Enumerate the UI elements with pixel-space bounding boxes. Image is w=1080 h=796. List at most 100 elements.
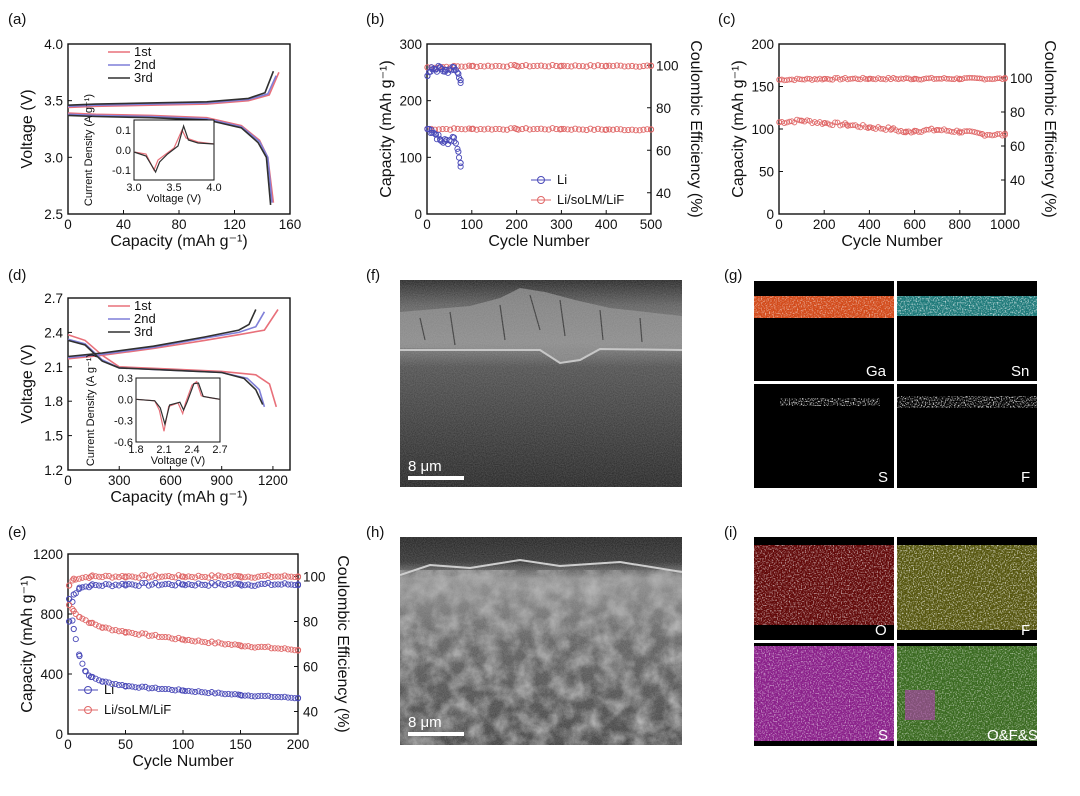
li-capacity-marker — [79, 660, 86, 667]
series-3rd-discharge — [67, 339, 264, 405]
lif-ce-marker — [119, 572, 126, 580]
li-ce-marker — [255, 581, 262, 588]
lif-ce-marker — [155, 574, 162, 581]
lif-capacity-marker — [632, 127, 639, 134]
lif-capacity-marker — [251, 644, 258, 651]
capacity-marker — [971, 129, 978, 135]
panel-label-b: (b) — [366, 11, 384, 28]
li-ce-marker — [129, 581, 136, 588]
capacity-marker-datapoint — [866, 124, 873, 131]
ce-marker — [860, 74, 866, 81]
lif-ce-marker — [139, 572, 146, 579]
li-capacity-marker — [265, 692, 272, 699]
lif-capacity-marker — [218, 640, 225, 647]
lif-capacity-marker-datapoint — [294, 646, 302, 654]
inset-y-tick-label: -0.1 — [112, 165, 131, 177]
lif-capacity-marker — [485, 125, 492, 132]
li-ce-marker — [195, 580, 202, 587]
inset-y-tick-label: -0.3 — [114, 416, 133, 428]
lif-ce-marker — [271, 573, 278, 580]
li-capacity-marker-datapoint — [424, 125, 431, 133]
ce-marker-datapoint — [956, 75, 963, 82]
y-tick-label: 3.0 — [44, 150, 63, 165]
li-capacity-marker — [275, 693, 282, 701]
lif-ce-marker — [492, 62, 499, 69]
y2-axis-label: Coulombic Efficiency (%) — [1041, 40, 1058, 218]
lif-ce-marker — [560, 62, 567, 69]
li-ce-marker — [192, 582, 199, 589]
lif-capacity-marker — [152, 631, 159, 638]
li-capacity-marker — [271, 693, 278, 700]
x-tick-label: 200 — [287, 737, 310, 752]
plot-frame — [67, 297, 291, 471]
lif-ce-marker — [610, 63, 617, 70]
li-capacity-marker-datapoint — [66, 595, 73, 603]
ce-marker — [855, 76, 861, 83]
li-ce-marker — [115, 582, 122, 589]
li-capacity-marker — [284, 694, 292, 701]
lif-ce-marker — [188, 573, 195, 581]
legend-label: 3rd — [134, 324, 153, 339]
lif-capacity-marker — [481, 126, 488, 133]
li-capacity-marker — [225, 690, 232, 697]
li-capacity-marker — [119, 682, 126, 689]
li-capacity-marker — [152, 684, 159, 691]
x-tick-label: 400 — [858, 217, 881, 232]
lif-capacity-marker-datapoint — [558, 125, 565, 133]
lif-capacity-marker — [458, 126, 465, 133]
inset-x-tick-label: 2.4 — [184, 444, 199, 456]
ce-marker — [918, 76, 925, 83]
lif-capacity-marker — [644, 126, 651, 133]
lif-capacity-marker — [248, 644, 255, 651]
lif-ce-marker — [265, 572, 272, 579]
lif-capacity-marker — [454, 125, 461, 132]
li-capacity-marker — [112, 681, 119, 688]
li-capacity-marker — [245, 692, 252, 699]
li-ce-marker — [125, 581, 132, 588]
lif-capacity-marker — [466, 125, 473, 132]
panel-label-g: (g) — [724, 267, 742, 284]
lif-ce-marker — [251, 574, 258, 581]
lif-capacity-marker — [606, 126, 613, 133]
capacity-marker — [923, 126, 930, 133]
lif-capacity-marker — [625, 126, 632, 134]
lif-ce-marker — [102, 572, 109, 579]
lif-capacity-marker — [477, 125, 484, 133]
eds-i-label-f: F — [1021, 622, 1030, 639]
capacity-marker — [832, 119, 838, 126]
ce-marker — [890, 75, 897, 81]
li-ce-marker — [284, 581, 292, 588]
inset-x-tick-label: 4.0 — [206, 182, 221, 194]
x-tick-label: 120 — [223, 217, 246, 232]
legend-marker — [84, 706, 92, 714]
eds-map-g: Ga Sn S F — [754, 281, 1037, 488]
lif-ce-marker — [530, 62, 537, 70]
li-capacity-marker — [135, 684, 142, 691]
lif-ce-marker — [255, 573, 262, 580]
lif-capacity-marker — [162, 634, 169, 641]
li-capacity-marker-datapoint — [450, 134, 457, 141]
lif-ce-marker — [208, 572, 215, 579]
panel-label-c: (c) — [718, 11, 736, 28]
y-tick-label: 200 — [751, 37, 774, 52]
y2-tick-label: 40 — [656, 186, 671, 201]
capacity-marker — [837, 122, 843, 129]
lif-capacity-marker — [245, 643, 252, 650]
x-tick-label: 100 — [461, 217, 484, 232]
li-capacity-marker — [188, 688, 195, 695]
lif-capacity-marker — [549, 125, 556, 132]
li-ce-marker — [102, 581, 109, 588]
capacity-marker — [877, 125, 884, 132]
y2-tick-label: 60 — [1010, 139, 1025, 154]
lif-ce-marker — [644, 62, 651, 69]
panel-label-e: (e) — [8, 524, 26, 541]
lif-capacity-marker — [265, 643, 272, 650]
lif-ce-marker — [92, 573, 99, 580]
li-capacity-marker-datapoint — [76, 652, 83, 660]
lif-capacity-marker — [538, 125, 545, 132]
capacity-marker — [976, 130, 983, 137]
capacity-marker — [989, 132, 996, 139]
lif-ce-marker — [572, 62, 579, 69]
lif-capacity-marker — [564, 126, 571, 133]
